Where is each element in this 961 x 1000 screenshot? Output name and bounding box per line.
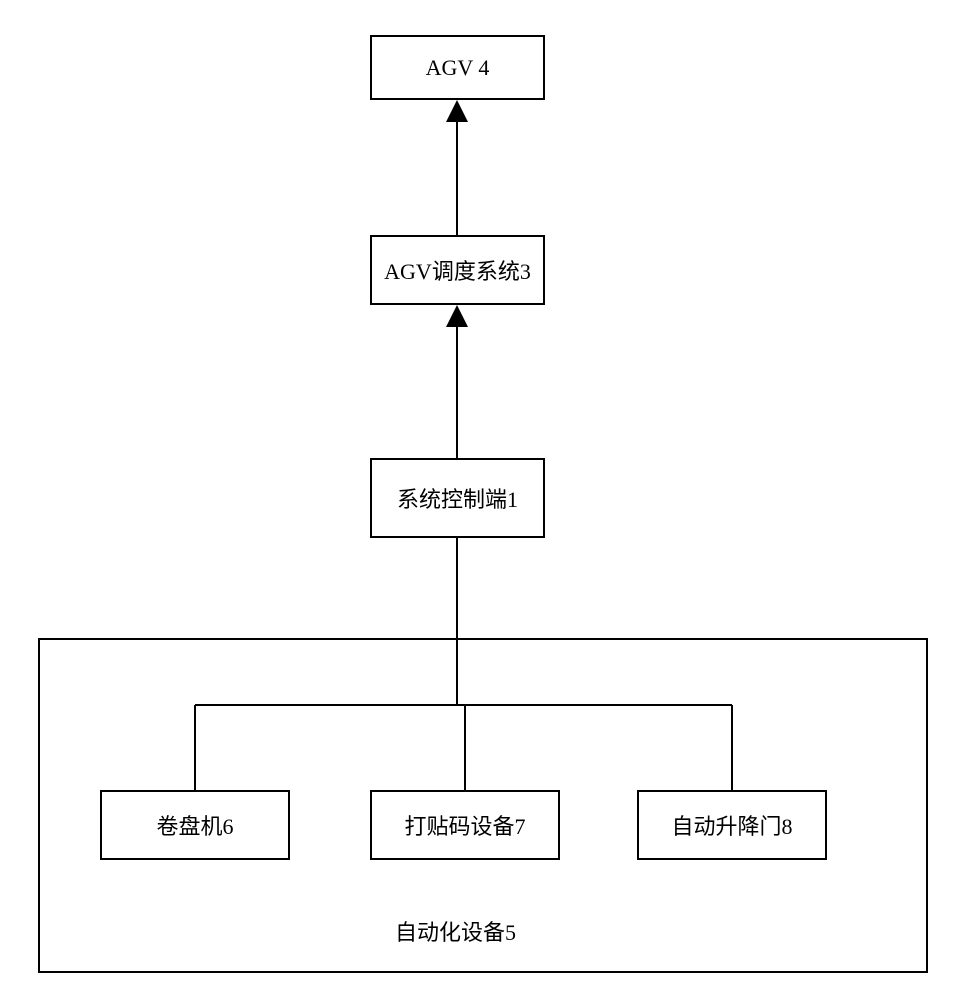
connectors — [0, 0, 961, 1000]
arrowhead-control-to-dispatch — [446, 305, 468, 327]
arrowhead-dispatch-to-agv4 — [446, 100, 468, 122]
